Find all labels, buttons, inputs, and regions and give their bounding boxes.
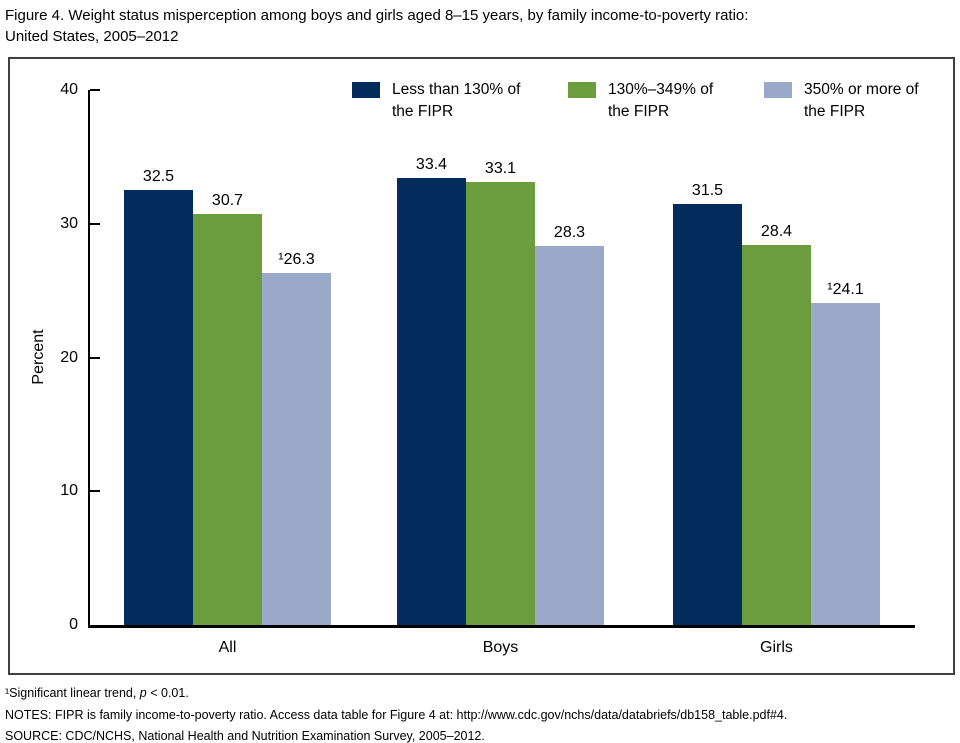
bar-value-label: 28.3 (553, 224, 586, 241)
bar (262, 273, 331, 625)
bar (466, 182, 535, 625)
footnote-notes: NOTES: FIPR is family income-to-poverty … (5, 707, 788, 722)
footnote-significance-pre: ¹Significant linear trend, (5, 686, 140, 700)
y-axis-line (88, 90, 90, 628)
bar-value-label: ¹24.1 (827, 281, 864, 298)
y-axis-tick-label: 10 (60, 482, 78, 500)
bar-value-label: 28.4 (760, 223, 793, 240)
footnotes: ¹Significant linear trend, p < 0.01. NOT… (5, 683, 787, 743)
y-axis-tick-label: 40 (60, 81, 78, 98)
bar (742, 245, 811, 625)
x-axis-category-label: Boys (482, 639, 519, 656)
legend-swatch (568, 82, 596, 98)
y-axis-tick-label: 0 (69, 616, 78, 633)
plot-area: 0 10 20 30 40 32.5 30.7 ¹26.3 All 33.4 33.1 28.3 Boy… (10, 59, 953, 673)
x-axis-category-label: All (218, 639, 237, 656)
legend-label: 130%–349% of the FIPR (608, 81, 714, 120)
x-axis-category-label: Girls (760, 639, 793, 656)
y-axis-tick-label: 20 (60, 348, 78, 366)
y-axis-tick (90, 356, 100, 359)
figure-title: Figure 4. Weight status misperception am… (5, 5, 748, 47)
bar (535, 246, 604, 625)
bar-value-label: 31.5 (691, 182, 724, 199)
footnote-significance: ¹Significant linear trend, p < 0.01. (5, 683, 787, 705)
legend-label: Less than 130% of the FIPR (392, 81, 521, 120)
x-axis-line (88, 625, 915, 628)
bar (811, 303, 880, 625)
legend-label: 350% or more of the FIPR (804, 81, 919, 120)
y-axis-tick (90, 490, 100, 493)
y-axis-tick (90, 89, 100, 91)
legend-item: 130%–349% of the FIPR (568, 79, 713, 123)
bar (673, 204, 742, 625)
footnote-source: SOURCE: CDC/NCHS, National Health and Nu… (5, 729, 485, 743)
figure-title-line2: United States, 2005–2012 (5, 28, 179, 45)
legend-swatch (764, 82, 792, 98)
bar (193, 214, 262, 625)
footnote-significance-p: p (139, 686, 147, 700)
legend-item: Less than 130% of the FIPR (352, 79, 520, 123)
bar-value-label: 32.5 (142, 168, 175, 185)
bar (397, 178, 466, 625)
bar (124, 190, 193, 625)
chart-area: Less than 130% of the FIPR 130%–349% of t… (8, 57, 955, 675)
legend-item: 350% or more of the FIPR (764, 79, 919, 123)
figure-title-line1: Figure 4. Weight status misperception am… (5, 7, 749, 24)
bar-value-label: 33.1 (484, 160, 517, 177)
bar-value-label: ¹26.3 (278, 251, 315, 268)
footnote-significance-post: < 0.01. (146, 686, 189, 700)
y-axis-tick-label: 30 (60, 214, 78, 232)
bar-value-label: 30.7 (211, 192, 244, 209)
legend-swatch (352, 82, 380, 98)
bar-value-label: 33.4 (415, 156, 448, 173)
y-axis-tick (90, 222, 100, 225)
